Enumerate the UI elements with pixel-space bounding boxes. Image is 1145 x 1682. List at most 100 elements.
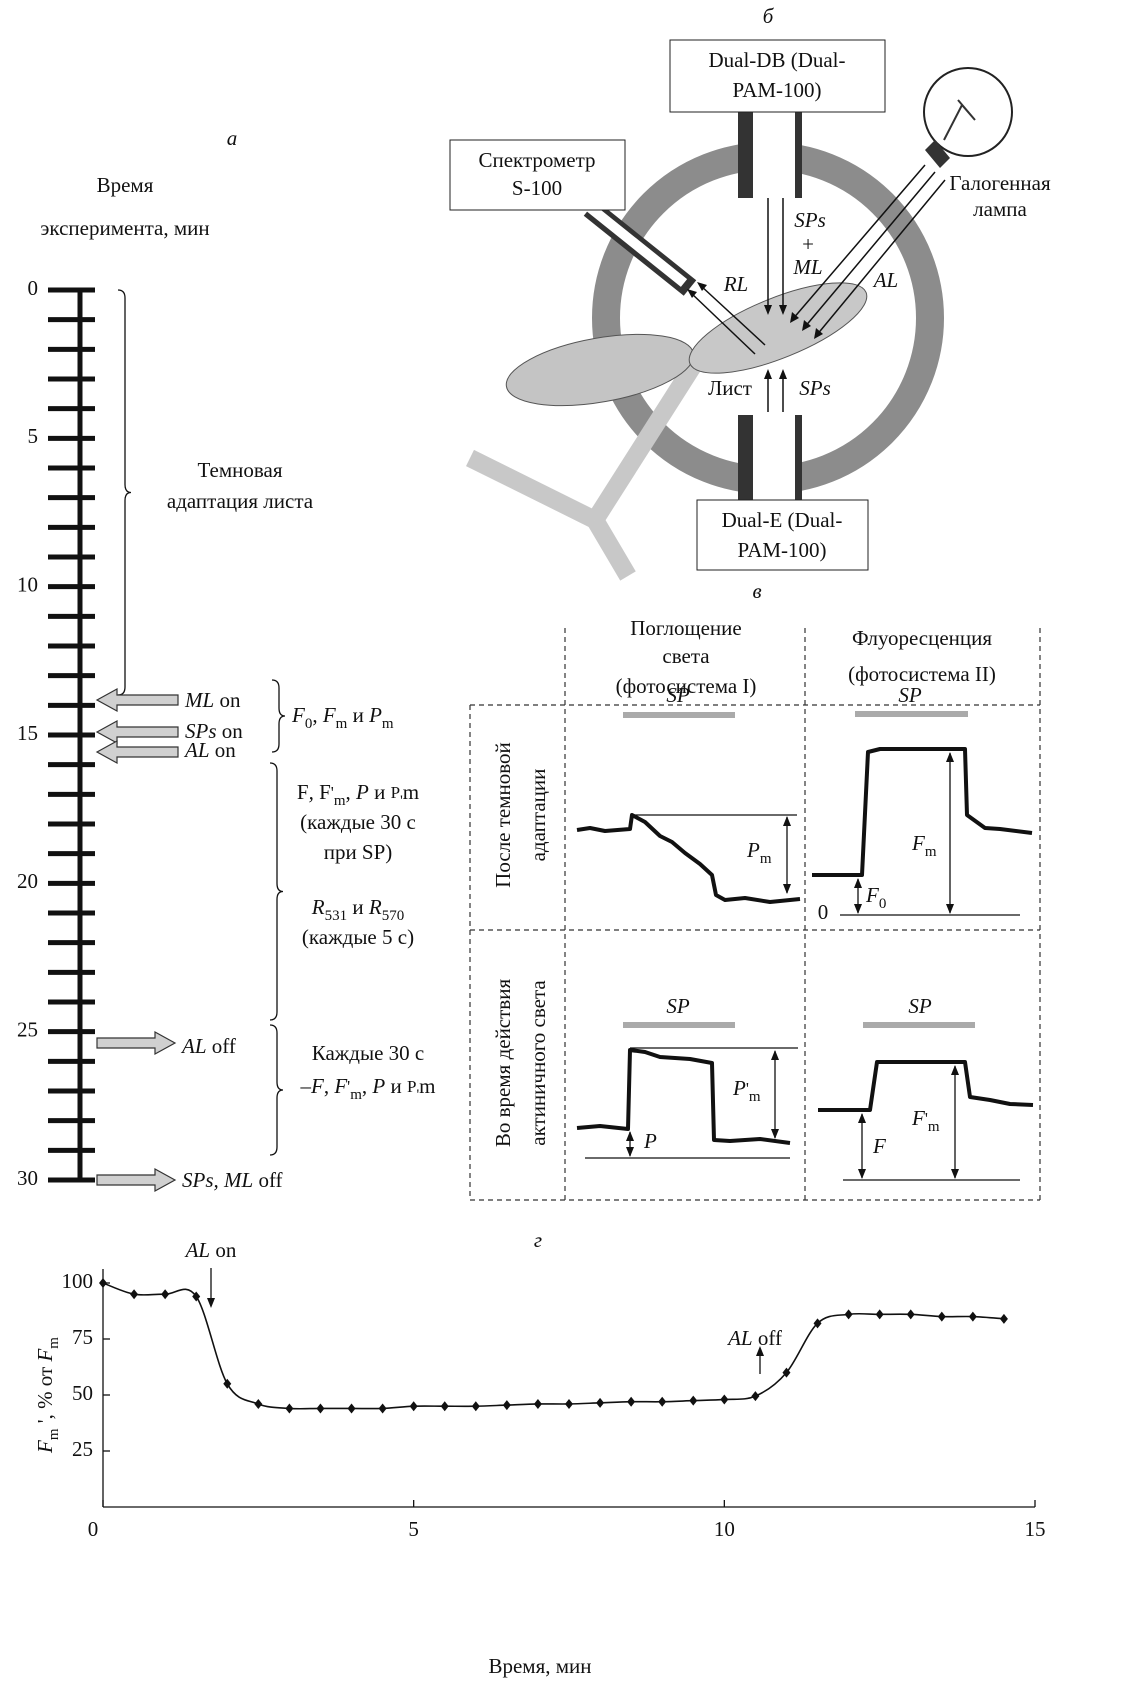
spectrometer-probe-inner (584, 202, 688, 287)
box (696, 499, 869, 571)
grid-dashes (469, 628, 1041, 1201)
box (669, 39, 886, 113)
label: –F, F'm, P и P'm (300, 1074, 436, 1104)
text-part: m (925, 844, 937, 860)
brace (117, 289, 132, 696)
text-part: , (362, 1074, 373, 1098)
label: F (872, 1134, 886, 1158)
text-part: и (385, 1074, 407, 1098)
label: (каждые 30 с (300, 810, 416, 834)
text-part: m (334, 793, 346, 809)
event-arrow (96, 1167, 177, 1193)
point (130, 1289, 139, 1300)
text-part: ' (416, 1087, 419, 1103)
text-part: , (346, 780, 357, 804)
text-part: R (368, 895, 382, 919)
point (502, 1400, 511, 1411)
text-part: 570 (382, 908, 405, 924)
text-part: P (371, 1074, 385, 1098)
brace (269, 762, 284, 1021)
label: AL off (180, 1034, 236, 1058)
reference-arrowheads (626, 752, 959, 1179)
point (906, 1309, 915, 1320)
point (999, 1313, 1008, 1324)
text-part: P (368, 703, 382, 727)
text-part: on (210, 1238, 237, 1262)
label: F0 (865, 883, 886, 913)
tick-label: 25 (17, 1017, 38, 1041)
point (316, 1403, 325, 1414)
label: в (752, 579, 761, 603)
label: Лист (708, 376, 752, 400)
x-tick-label: 15 (1025, 1517, 1046, 1541)
label: Dual-E (Dual- (722, 508, 843, 532)
text-part: AL (184, 1238, 211, 1262)
label: 0 (818, 900, 829, 924)
brace (269, 1024, 284, 1156)
point (285, 1403, 294, 1414)
text-part: F (297, 780, 309, 804)
label: а (227, 126, 238, 150)
label: PAM-100) (737, 538, 826, 562)
y-tick-label: 25 (72, 1437, 93, 1461)
point (937, 1311, 946, 1322)
y-tick-label: 75 (72, 1325, 93, 1349)
stem (466, 350, 708, 581)
label: SP (666, 683, 690, 707)
label: (фотосистема I) (616, 674, 757, 698)
text-part: и (369, 780, 391, 804)
label: + (802, 232, 814, 256)
text-part: m (760, 851, 772, 867)
sp-bars (623, 711, 975, 1028)
x-tick-label: 5 (408, 1517, 419, 1541)
label: SP (898, 683, 922, 707)
label: Fm (911, 831, 937, 861)
label: Время (97, 173, 154, 197)
label: (фотосистема II) (848, 662, 996, 686)
text-part: m (350, 1087, 362, 1103)
text-part: ' (925, 1109, 928, 1128)
text-part: ' (746, 1079, 749, 1098)
point (565, 1398, 573, 1409)
text-part: , (324, 1074, 335, 1098)
leaf (688, 282, 868, 374)
text-part: AL (726, 1326, 753, 1350)
text-part: F (310, 1074, 324, 1098)
point (347, 1403, 356, 1414)
text-part: 531 (325, 908, 348, 924)
point (471, 1401, 480, 1412)
text-part: ' (331, 783, 334, 802)
annotation-arrowhead (207, 1298, 215, 1308)
label: P (643, 1129, 657, 1153)
text-part: AL (183, 738, 210, 762)
label: F'm (911, 1106, 940, 1136)
label: SP (908, 994, 932, 1018)
label: Время, мин (488, 1654, 591, 1678)
text-part: AL (180, 1034, 207, 1058)
label: SPs on (185, 719, 243, 743)
text-part: m (749, 1089, 761, 1105)
point (720, 1394, 729, 1405)
label: Спектрометр (478, 148, 595, 172)
point (627, 1396, 636, 1407)
point (440, 1401, 449, 1412)
text-part: ' (347, 1077, 350, 1096)
series-line (102, 1282, 1004, 1410)
reference-lines (585, 753, 1020, 1181)
tick-label: 0 (28, 276, 39, 300)
label: R531 и R570 (311, 895, 404, 925)
text-part: ' (400, 793, 403, 809)
probe-top-inner (753, 112, 795, 198)
text-part: F (291, 703, 305, 727)
label: AL off (726, 1326, 782, 1350)
event-arrow (95, 687, 179, 713)
label: адаптация листа (167, 489, 314, 513)
label: б (763, 4, 775, 28)
label: SPs, ML off (182, 1168, 283, 1192)
label: Галогенная (949, 171, 1051, 195)
x-tick-label: 0 (88, 1517, 99, 1541)
text-part: P (355, 780, 369, 804)
label: AL on (184, 1238, 237, 1262)
label: (каждые 5 с) (302, 925, 414, 949)
label: P'm (732, 1076, 761, 1106)
